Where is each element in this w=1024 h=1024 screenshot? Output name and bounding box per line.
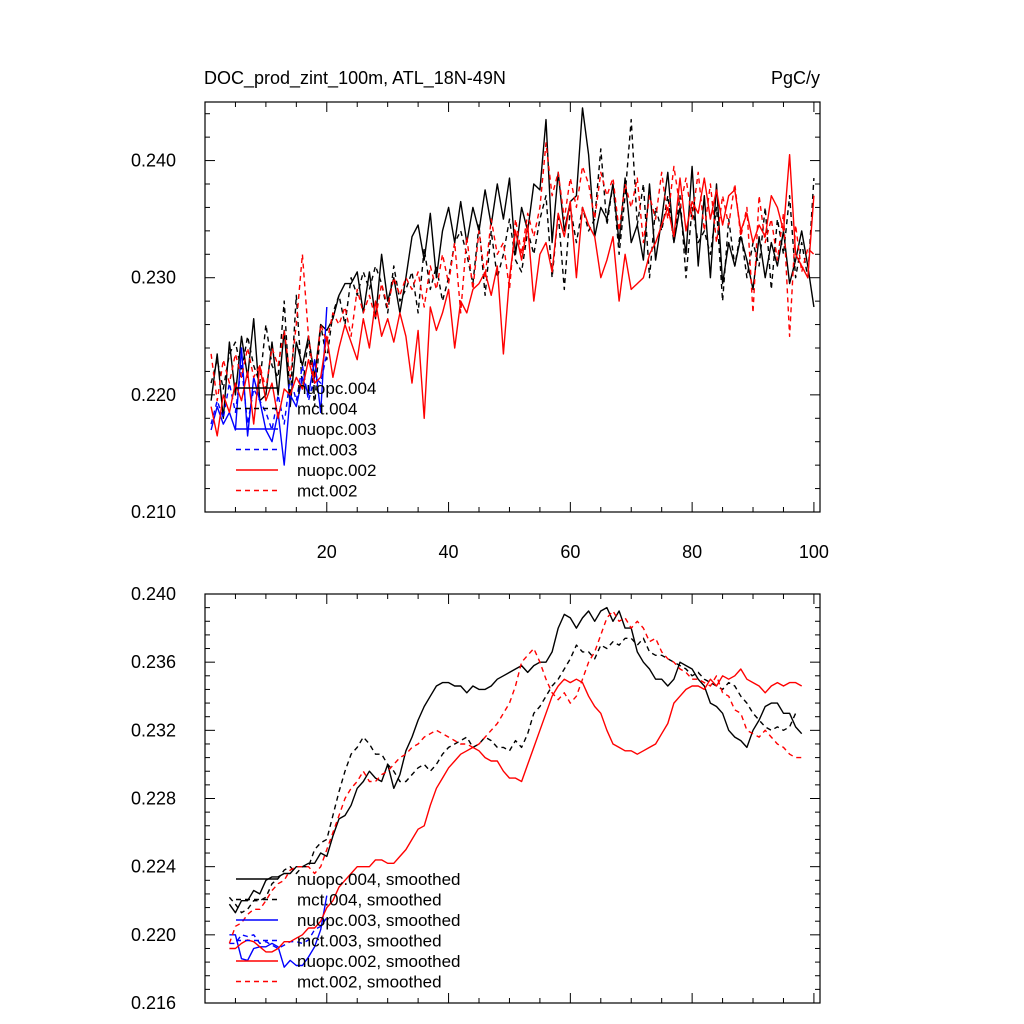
series-line-mct-003-smoothed (229, 917, 328, 950)
y-tick-label: 0.230 (131, 268, 176, 288)
legend-label-mct-003: mct.003 (297, 441, 357, 460)
legend-label-mct-004-smoothed: mct.004, smoothed (297, 891, 442, 910)
y-tick-label: 0.240 (131, 151, 176, 171)
legend-label-nuopc-003-smoothed: nuopc.003, smoothed (297, 911, 461, 930)
y-tick-label: 0.240 (131, 584, 176, 604)
series-line-nuopc-003-smoothed (229, 895, 328, 968)
series-line-mct-003 (210, 353, 328, 431)
legend-label-mct-004: mct.004 (297, 400, 357, 419)
y-tick-label: 0.220 (131, 385, 176, 405)
units-label: PgC/y (771, 68, 820, 88)
y-tick-label: 0.224 (131, 857, 176, 877)
x-tick-label: 100 (799, 542, 829, 562)
series-line-nuopc-002-smoothed (229, 668, 803, 953)
y-tick-label: 0.228 (131, 789, 176, 809)
series-line-nuopc-002 (210, 153, 815, 437)
plot-frame (204, 101, 821, 513)
legend-label-nuopc-002-smoothed: nuopc.002, smoothed (297, 952, 461, 971)
legend-label-nuopc-002: nuopc.002 (297, 461, 376, 480)
legend-label-mct-002: mct.002 (297, 482, 357, 501)
y-tick-label: 0.216 (131, 993, 176, 1013)
y-tick-label: 0.232 (131, 720, 176, 740)
y-tick-label: 0.210 (131, 502, 176, 522)
legend-label-mct-002-smoothed: mct.002, smoothed (297, 973, 442, 992)
legend-label-nuopc-003: nuopc.003 (297, 420, 376, 439)
top-panel: 20 40 60 80 100 0.210 0.220 0.230 0.240 nuopc.004… (131, 101, 829, 562)
y-tick-label: 0.236 (131, 652, 176, 672)
y-tick-label: 0.220 (131, 925, 176, 945)
series-line-mct-004-smoothed (228, 637, 797, 914)
x-tick-label: 60 (560, 542, 580, 562)
chart-title: DOC_prod_zint_100m, ATL_18N-49N (204, 68, 506, 89)
series-line-mct-002 (210, 142, 815, 402)
x-tick-label: 20 (317, 542, 337, 562)
legend-label-mct-003-smoothed: mct.003, smoothed (297, 932, 442, 951)
legend-label-nuopc-004-smoothed: nuopc.004, smoothed (297, 870, 461, 889)
x-tick-label: 40 (439, 542, 459, 562)
bottom-panel: 0.216 0.220 0.224 0.228 0.232 0.236 0.240 nuopc… (131, 584, 821, 1013)
x-tick-label: 80 (682, 542, 702, 562)
series-line-nuopc-003 (210, 306, 328, 466)
legend-label-nuopc-004: nuopc.004 (297, 379, 376, 398)
series-line-nuopc-004-smoothed (228, 606, 803, 914)
